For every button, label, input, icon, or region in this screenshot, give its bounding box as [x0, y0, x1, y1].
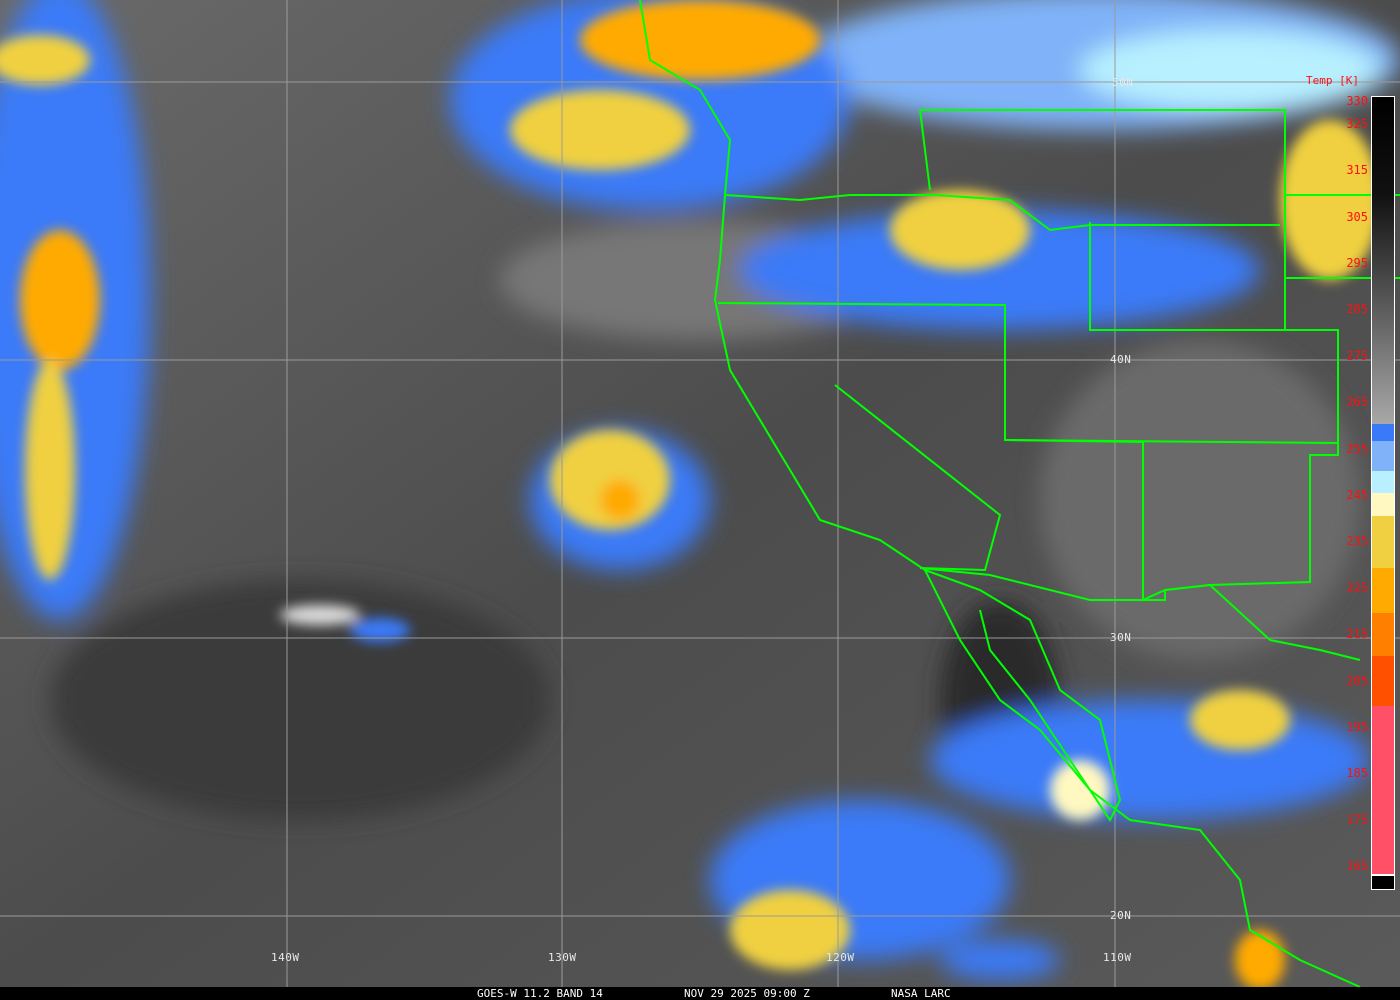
cold-cloud-tops [0, 0, 1380, 987]
lon-label-140w: 140W [271, 951, 300, 964]
lat-label-30n: 30N [1110, 631, 1132, 644]
state-border [919, 109, 931, 191]
satellite-band-label: GOES-W 11.2 BAND 14 [477, 987, 603, 1000]
swatch-light-blue [1372, 441, 1394, 471]
colorbar-tick-label: 195 [1346, 720, 1368, 734]
swatch-cyan [1372, 471, 1394, 493]
swatch-yellow [1372, 516, 1394, 568]
source-label: NASA LARC [891, 987, 951, 1000]
colorbar-tick-label: 235 [1346, 534, 1368, 548]
colorbar-tick-label: 205 [1346, 674, 1368, 688]
colorbar-title: Temp [K] [1306, 74, 1359, 87]
lat-label-50n: 50N [1112, 76, 1134, 89]
swatch-pale-yellow [1372, 493, 1394, 516]
coastlines-and-borders [639, 0, 1400, 987]
colorbar-tick-label: 255 [1346, 442, 1368, 456]
coastline [639, 0, 1361, 987]
lon-label-110w: 110W [1103, 951, 1132, 964]
state-border [1004, 439, 1339, 444]
colorbar-tick-label: 245 [1346, 488, 1368, 502]
colorbar-tick-label: 305 [1346, 210, 1368, 224]
swatch-black [1372, 876, 1394, 889]
colorbar-tick-label: 265 [1346, 395, 1368, 409]
swatch-orange [1372, 568, 1394, 613]
colorbar-tick-label: 315 [1346, 163, 1368, 177]
lat-label-40n: 40N [1110, 353, 1132, 366]
colorbar-tick-label: 275 [1346, 349, 1368, 363]
colorbar-tick-label: 330 [1346, 94, 1368, 108]
lon-label-120w: 120W [826, 951, 855, 964]
lon-label-130w: 130W [548, 951, 577, 964]
colorbar-tick-label: 215 [1346, 627, 1368, 641]
swatch-blue [1372, 424, 1394, 441]
colorbar-tick-label: 225 [1346, 581, 1368, 595]
state-border [920, 109, 1286, 330]
swatch-red-orange [1372, 656, 1394, 706]
swatch-dark-orange [1372, 613, 1394, 656]
colorbar-tick-label: 165 [1346, 859, 1368, 873]
timestamp-label: NOV 29 2025 09:00 Z [684, 987, 810, 1000]
state-border [834, 384, 1002, 572]
us-canada-border [724, 194, 1280, 232]
swatch-gray-ramp [1372, 97, 1394, 424]
colorbar-tick-label: 185 [1346, 766, 1368, 780]
lat-label-20n: 20N [1110, 909, 1132, 922]
caption-bar: GOES-W 11.2 BAND 14 NOV 29 2025 09:00 Z … [0, 987, 1400, 1000]
mexico-border [919, 567, 1361, 661]
colorbar-tick-label: 175 [1346, 813, 1368, 827]
swatch-pink [1372, 706, 1394, 874]
colorbar-swatches [1372, 97, 1394, 889]
colorbar-tick-label: 295 [1346, 256, 1368, 270]
colorbar-tick-label: 285 [1346, 302, 1368, 316]
colorbar-tick-label: 325 [1346, 117, 1368, 131]
baja-coast [924, 569, 1122, 822]
temperature-colorbar [1371, 96, 1395, 890]
